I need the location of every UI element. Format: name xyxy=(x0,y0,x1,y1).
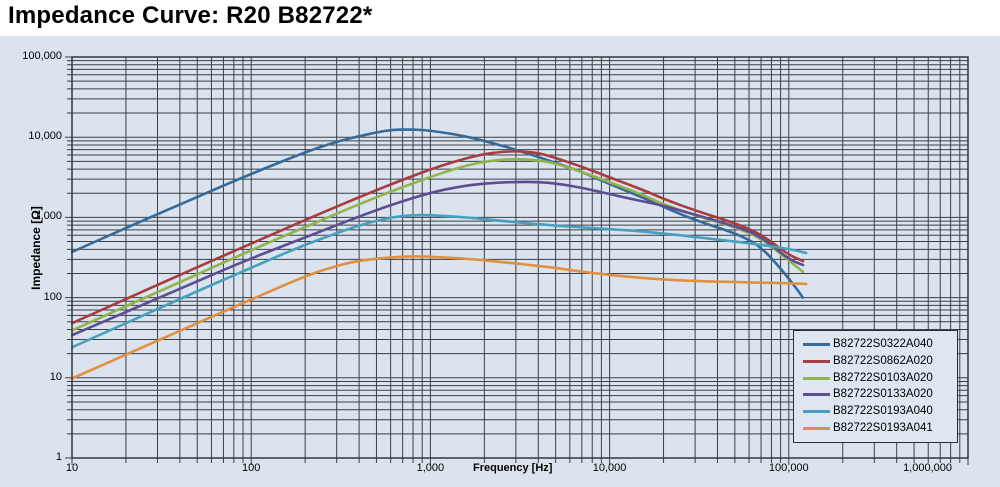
legend-label: B82722S0103A020 xyxy=(833,371,933,384)
chart-title: Impedance Curve: R20 B82722* xyxy=(8,2,373,29)
y-tick-label: 10,000 xyxy=(28,130,62,143)
curve-B82722S0862A020 xyxy=(71,150,805,325)
y-tick-label: 1 xyxy=(55,451,62,463)
legend-item: B82722S0103A020 xyxy=(803,372,948,385)
legend-line-swatch xyxy=(803,393,830,397)
x-tick-label: 10,000 xyxy=(592,462,627,474)
x-tick-label: 100 xyxy=(242,462,261,474)
y-tick-label: 100,000 xyxy=(22,50,62,62)
legend-label: B82722S0322A040 xyxy=(833,337,933,350)
legend-line-swatch xyxy=(803,376,830,380)
legend-line-swatch xyxy=(803,342,830,346)
curve-B82722S0133A020 xyxy=(71,180,805,337)
plot-border xyxy=(71,56,969,459)
legend-item: B82722S0133A020 xyxy=(803,388,948,401)
curve-group xyxy=(71,128,808,380)
curve-B82722S0193A040 xyxy=(71,213,808,349)
x-tick-label: 100,000 xyxy=(768,462,809,474)
curve-B82722S0322A040 xyxy=(71,128,805,299)
legend-item: B82722S0193A040 xyxy=(803,405,948,418)
y-axis-title: Impedance [Ω] xyxy=(29,206,43,290)
legend-item: B82722S0862A020 xyxy=(803,355,948,368)
chart-figure: Impedance [Ω] Frequency [Hz] B82722S0322… xyxy=(0,36,1000,487)
x-tick-label: 10 xyxy=(65,462,79,474)
y-tick-label: 100 xyxy=(43,290,62,303)
legend-label: B82722S0862A020 xyxy=(833,354,933,367)
y-tick-label: 10 xyxy=(49,370,62,383)
legend-line-swatch xyxy=(803,359,830,363)
legend-box: B82722S0322A040 B82722S0862A020 B82722S010… xyxy=(793,330,958,443)
legend-label: B82722S0193A040 xyxy=(833,405,933,418)
legend-label: B82722S0193A041 xyxy=(833,422,933,435)
curve-B82722S0193A041 xyxy=(71,255,808,380)
y-tick-label: 1,000 xyxy=(34,210,62,223)
legend-line-swatch xyxy=(803,427,830,431)
legend-label: B82722S0133A020 xyxy=(833,388,933,401)
x-tick-label: 1,000,000 xyxy=(903,462,952,474)
chart-canvas xyxy=(0,36,1000,487)
x-tick-label: 1,000 xyxy=(416,462,445,474)
legend-item: B82722S0193A041 xyxy=(803,422,948,435)
legend-line-swatch xyxy=(803,410,830,414)
x-axis-title: Frequency [Hz] xyxy=(473,462,553,474)
legend-item: B82722S0322A040 xyxy=(803,338,948,351)
